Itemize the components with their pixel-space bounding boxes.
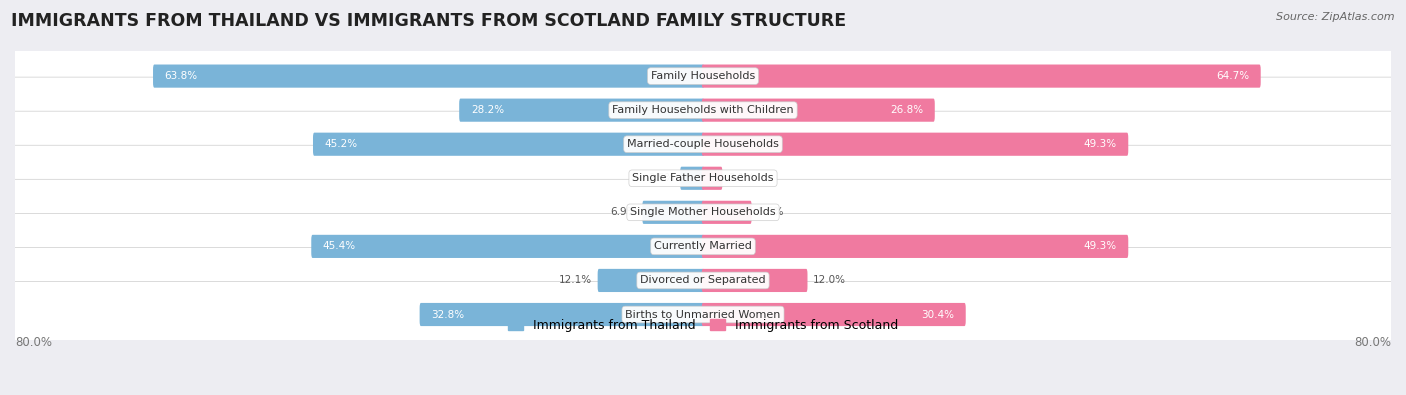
Text: Source: ZipAtlas.com: Source: ZipAtlas.com: [1277, 12, 1395, 22]
Legend: Immigrants from Thailand, Immigrants from Scotland: Immigrants from Thailand, Immigrants fro…: [502, 314, 904, 337]
Text: 49.3%: 49.3%: [1084, 139, 1116, 149]
Text: 45.4%: 45.4%: [323, 241, 356, 251]
FancyBboxPatch shape: [702, 269, 807, 292]
Text: 30.4%: 30.4%: [921, 310, 955, 320]
Text: Single Father Households: Single Father Households: [633, 173, 773, 183]
FancyBboxPatch shape: [702, 167, 723, 190]
Text: 80.0%: 80.0%: [15, 336, 52, 349]
Text: Currently Married: Currently Married: [654, 241, 752, 251]
FancyBboxPatch shape: [314, 133, 704, 156]
FancyBboxPatch shape: [643, 201, 704, 224]
Text: 45.2%: 45.2%: [325, 139, 357, 149]
Text: 2.1%: 2.1%: [728, 173, 755, 183]
FancyBboxPatch shape: [311, 235, 704, 258]
FancyBboxPatch shape: [419, 303, 704, 326]
Text: 28.2%: 28.2%: [471, 105, 503, 115]
Text: Family Households with Children: Family Households with Children: [612, 105, 794, 115]
Text: Single Mother Households: Single Mother Households: [630, 207, 776, 217]
Text: IMMIGRANTS FROM THAILAND VS IMMIGRANTS FROM SCOTLAND FAMILY STRUCTURE: IMMIGRANTS FROM THAILAND VS IMMIGRANTS F…: [11, 12, 846, 30]
Text: Divorced or Separated: Divorced or Separated: [640, 275, 766, 286]
Text: 64.7%: 64.7%: [1216, 71, 1249, 81]
Text: 12.1%: 12.1%: [560, 275, 592, 286]
Text: Married-couple Households: Married-couple Households: [627, 139, 779, 149]
FancyBboxPatch shape: [11, 111, 1395, 177]
FancyBboxPatch shape: [702, 235, 1128, 258]
Text: Births to Unmarried Women: Births to Unmarried Women: [626, 310, 780, 320]
FancyBboxPatch shape: [460, 99, 704, 122]
FancyBboxPatch shape: [11, 179, 1395, 245]
FancyBboxPatch shape: [702, 99, 935, 122]
Text: Family Households: Family Households: [651, 71, 755, 81]
Text: 6.9%: 6.9%: [610, 207, 637, 217]
FancyBboxPatch shape: [598, 269, 704, 292]
Text: 12.0%: 12.0%: [813, 275, 846, 286]
FancyBboxPatch shape: [11, 43, 1395, 109]
FancyBboxPatch shape: [11, 282, 1395, 348]
Text: 80.0%: 80.0%: [1354, 336, 1391, 349]
FancyBboxPatch shape: [11, 145, 1395, 211]
FancyBboxPatch shape: [702, 303, 966, 326]
Text: 2.5%: 2.5%: [648, 173, 675, 183]
Text: 5.5%: 5.5%: [758, 207, 783, 217]
FancyBboxPatch shape: [11, 247, 1395, 314]
FancyBboxPatch shape: [681, 167, 704, 190]
FancyBboxPatch shape: [702, 201, 752, 224]
FancyBboxPatch shape: [702, 133, 1128, 156]
Text: 32.8%: 32.8%: [432, 310, 464, 320]
Text: 26.8%: 26.8%: [890, 105, 924, 115]
Text: 49.3%: 49.3%: [1084, 241, 1116, 251]
FancyBboxPatch shape: [702, 64, 1261, 88]
FancyBboxPatch shape: [153, 64, 704, 88]
FancyBboxPatch shape: [11, 213, 1395, 279]
Text: 63.8%: 63.8%: [165, 71, 198, 81]
FancyBboxPatch shape: [11, 77, 1395, 143]
